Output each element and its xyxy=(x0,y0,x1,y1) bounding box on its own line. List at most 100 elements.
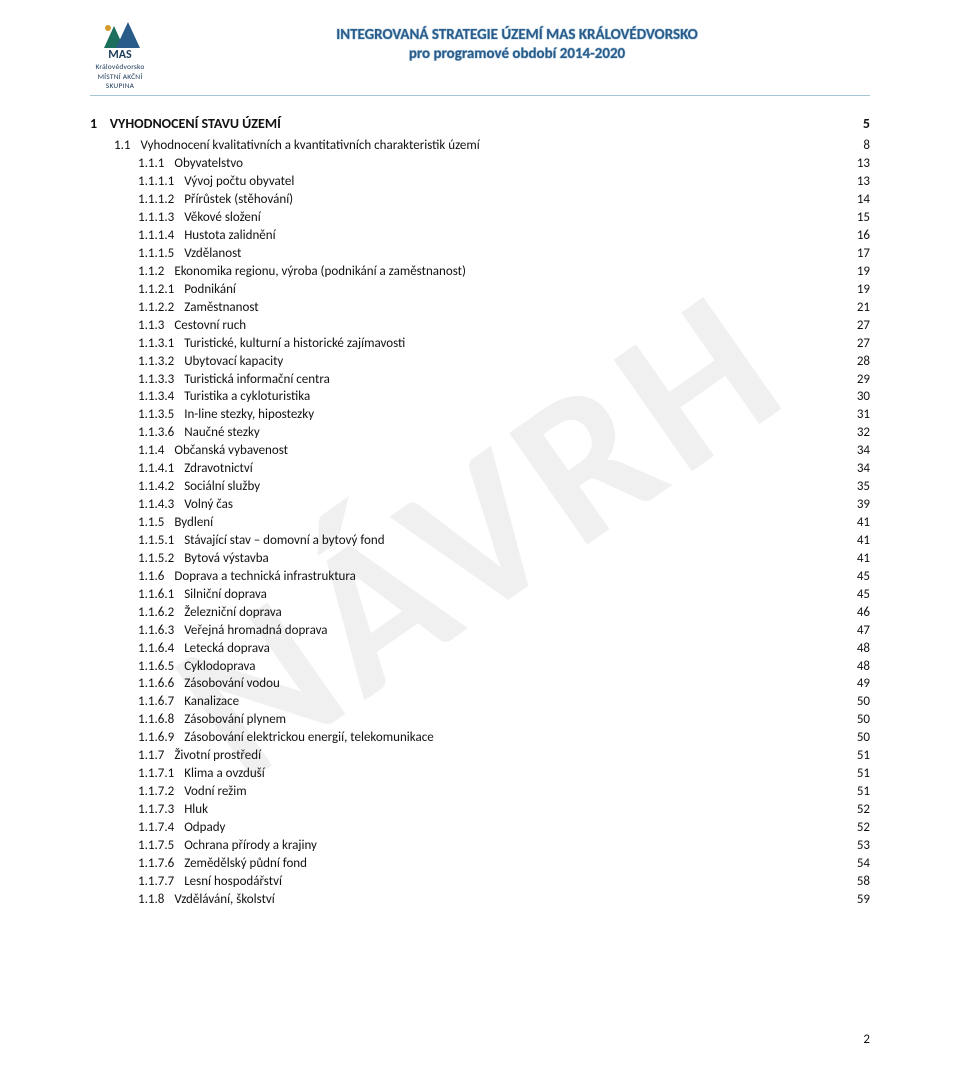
toc-row-title: Letecká doprava xyxy=(184,640,270,658)
toc-row-title: Ochrana přírody a krajiny xyxy=(184,837,317,855)
toc-row-num: 1.1.6.6 xyxy=(138,675,174,693)
toc-row-num: 1.1.6.7 xyxy=(138,693,174,711)
toc-row: 1.1.1.4Hustota zalidnění16 xyxy=(90,227,870,245)
toc-row: 1.1.7.2Vodní režim51 xyxy=(90,783,870,801)
toc-row-label: 1.1.7.6Zemědělský půdní fond xyxy=(138,855,307,873)
toc-row: 1.1.6.4 Letecká doprava 48 xyxy=(90,640,870,658)
toc-row-num: 1.1.7 xyxy=(138,747,164,765)
toc-row-num: 1.1.1.4 xyxy=(138,227,174,245)
toc-row: 1.1.7Životní prostředí51 xyxy=(90,747,870,765)
toc-row-num: 1.1.3.6 xyxy=(138,424,174,442)
toc-row-title: Odpady xyxy=(184,819,225,837)
toc-row-label: 1.1.5Bydlení xyxy=(138,514,213,532)
toc-row-title: Věkové složení xyxy=(184,209,261,227)
toc-row: 1.1.7.3Hluk52 xyxy=(90,801,870,819)
toc-row: 1.1.7.6Zemědělský půdní fond54 xyxy=(90,855,870,873)
toc-row-label: 1.1.6.4 Letecká doprava xyxy=(138,640,270,658)
toc-row-page: 32 xyxy=(846,424,870,442)
toc-row-num: 1.1.7.7 xyxy=(138,873,174,891)
toc-row: 1.1.6.5Cyklodoprava 48 xyxy=(90,658,870,676)
footer-page-number: 2 xyxy=(863,1032,870,1047)
header-title-line1: INTEGROVANÁ STRATEGIE ÚZEMÍ MAS KRÁLOVÉD… xyxy=(164,26,870,45)
toc-row-num: 1.1.6.5 xyxy=(138,658,174,676)
toc-row-num: 1.1 xyxy=(114,137,130,155)
toc-h1-num: 1 xyxy=(90,115,97,132)
toc-row-page: 46 xyxy=(846,604,870,622)
toc-row: 1.1.8Vzdělávání, školství59 xyxy=(90,891,870,909)
toc-row-label: 1.1.3.1Turistické, kulturní a historické… xyxy=(138,335,405,353)
toc-row-page: 50 xyxy=(846,711,870,729)
toc-row: 1.1.4Občanská vybavenost34 xyxy=(90,442,870,460)
toc-row-page: 51 xyxy=(846,765,870,783)
toc-row: 1.1.2.1Podnikání19 xyxy=(90,281,870,299)
toc-row-num: 1.1.4 xyxy=(138,442,164,460)
toc-row-page: 45 xyxy=(846,568,870,586)
toc-row-label: 1.1.3.5In-line stezky, hipostezky xyxy=(138,406,314,424)
toc-row-label: 1.1.2Ekonomika regionu, výroba (podnikán… xyxy=(138,263,466,281)
toc-row-title: Zásobování elektrickou energií, telekomu… xyxy=(184,729,433,747)
toc-row-title: Turistické, kulturní a historické zajíma… xyxy=(184,335,405,353)
toc-row-num: 1.1.4.1 xyxy=(138,460,174,478)
toc-row: 1.1.6.9Zásobování elektrickou energií, t… xyxy=(90,729,870,747)
toc-row-page: 8 xyxy=(846,137,870,155)
toc-row: 1.1.1.5Vzdělanost17 xyxy=(90,245,870,263)
toc-row: 1.1.4.1 Zdravotnictví 34 xyxy=(90,460,870,478)
toc-row-page: 48 xyxy=(846,640,870,658)
toc-row: 1.1.7.1Klima a ovzduší51 xyxy=(90,765,870,783)
toc-row-title: Stávající stav – domovní a bytový fond xyxy=(184,532,384,550)
toc-row-num: 1.1.1.3 xyxy=(138,209,174,227)
toc-row-label: 1.1.1.5Vzdělanost xyxy=(138,245,241,263)
toc-row-title: Kanalizace xyxy=(184,693,239,711)
toc-row-label: 1.1.1.2Přírůstek (stěhování) xyxy=(138,191,293,209)
toc-row: 1.1.1.3Věkové složení15 xyxy=(90,209,870,227)
toc-body: 1.1Vyhodnocení kvalitativních a kvantita… xyxy=(90,137,870,908)
toc-row-num: 1.1.6.1 xyxy=(138,586,174,604)
toc-row-page: 48 xyxy=(846,658,870,676)
toc-row-page: 50 xyxy=(846,693,870,711)
toc-row-page: 34 xyxy=(846,460,870,478)
toc-row-label: 1.1.5.1 Stávající stav – domovní a bytový… xyxy=(138,532,385,550)
toc-row-label: 1.1.7.2Vodní režim xyxy=(138,783,247,801)
toc-row-label: 1.1.6.6Zásobování vodou xyxy=(138,675,280,693)
toc-row-title: Doprava a technická infrastruktura xyxy=(174,568,356,586)
toc-row: 1.1.6.2Železniční doprava 46 xyxy=(90,604,870,622)
toc-row-page: 41 xyxy=(846,532,870,550)
toc-row: 1.1.6Doprava a technická infrastruktura 4… xyxy=(90,568,870,586)
toc-row: 1.1.2.2Zaměstnanost21 xyxy=(90,299,870,317)
toc-row: 1.1.1Obyvatelstvo13 xyxy=(90,155,870,173)
toc-row-label: 1.1.3Cestovní ruch xyxy=(138,317,246,335)
toc-row: 1.1.2Ekonomika regionu, výroba (podnikán… xyxy=(90,263,870,281)
logo-block: MAS Královédvorsko MÍSTNÍ AKČNÍ SKUPINA xyxy=(90,20,150,91)
toc-row-title: Vývoj počtu obyvatel xyxy=(184,173,294,191)
toc-row: 1.1.3.6 Naučné stezky 32 xyxy=(90,424,870,442)
toc-row-title: Podnikání xyxy=(184,281,236,299)
toc-row-label: 1.1.6Doprava a technická infrastruktura xyxy=(138,568,356,586)
toc-row: 1.1.1.2Přírůstek (stěhování)14 xyxy=(90,191,870,209)
toc-row-num: 1.1.6.4 xyxy=(138,640,174,658)
toc-row-title: Silniční doprava xyxy=(184,586,267,604)
toc-row-num: 1.1.6.8 xyxy=(138,711,174,729)
toc-row-num: 1.1.5.1 xyxy=(138,532,174,550)
toc-row-num: 1.1.4.2 xyxy=(138,478,174,496)
toc-row-label: 1.1.3.3Turistická informační centra xyxy=(138,371,330,389)
toc-row-title: Ubytovací kapacity xyxy=(184,353,283,371)
toc-row-num: 1.1.3.5 xyxy=(138,406,174,424)
logo-icon xyxy=(98,20,142,50)
toc-row-label: 1.1.6.5Cyklodoprava xyxy=(138,658,255,676)
toc-row: 1.1.3Cestovní ruch27 xyxy=(90,317,870,335)
page-container: MAS Královédvorsko MÍSTNÍ AKČNÍ SKUPINA … xyxy=(0,0,960,909)
toc-row-title: Naučné stezky xyxy=(184,424,260,442)
toc-row-label: 1.1.6.2Železniční doprava xyxy=(138,604,282,622)
toc-row-num: 1.1.1.1 xyxy=(138,173,174,191)
toc-row-page: 49 xyxy=(846,675,870,693)
toc-row-num: 1.1.2.2 xyxy=(138,299,174,317)
toc-row-title: Zdravotnictví xyxy=(184,460,253,478)
toc-row-title: Bytová výstavba xyxy=(184,550,269,568)
toc-heading-1: 1 VYHODNOCENÍ STAVU ÚZEMÍ 5 xyxy=(90,114,870,133)
toc-row-title: Vodní režim xyxy=(184,783,246,801)
toc-row-title: Vzdělávání, školství xyxy=(174,891,274,909)
toc-row-page: 59 xyxy=(846,891,870,909)
toc-row-title: Volný čas xyxy=(184,496,233,514)
toc-row-page: 13 xyxy=(846,173,870,191)
toc-row-num: 1.1.7.1 xyxy=(138,765,174,783)
